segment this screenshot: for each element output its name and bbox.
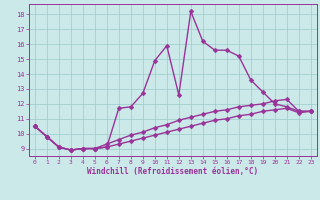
X-axis label: Windchill (Refroidissement éolien,°C): Windchill (Refroidissement éolien,°C)	[87, 167, 258, 176]
